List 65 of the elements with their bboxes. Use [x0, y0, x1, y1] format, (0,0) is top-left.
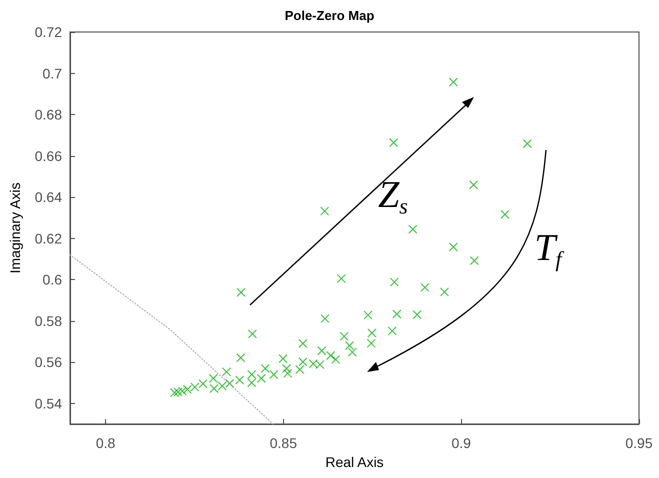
point: [269, 370, 278, 379]
y-tick-label: 0.66: [34, 148, 62, 164]
y-tick-label: 0.6: [42, 272, 62, 288]
point: [348, 348, 357, 357]
point: [326, 351, 336, 360]
point: [345, 341, 354, 350]
point: [316, 360, 325, 370]
y-tick-label: 0.62: [34, 230, 62, 246]
point: [448, 78, 458, 87]
x-axis-title: Real Axis: [325, 454, 384, 470]
point: [225, 378, 234, 388]
point: [308, 359, 318, 368]
x-tick-label: 0.8: [96, 435, 116, 451]
point: [412, 310, 422, 320]
point: [236, 353, 246, 362]
point: [500, 210, 510, 219]
y-tick-label: 0.56: [34, 354, 62, 370]
point: [408, 224, 418, 234]
point: [190, 382, 200, 392]
y-tick-label: 0.64: [34, 189, 62, 206]
point: [320, 314, 330, 324]
x-tick-label: 0.85: [270, 435, 298, 451]
y-tick-label: 0.54: [34, 395, 62, 412]
point: [317, 346, 326, 356]
point: [235, 376, 244, 385]
point: [218, 382, 227, 391]
point: [283, 368, 292, 378]
y-tick-label: 0.68: [34, 106, 62, 123]
point: [389, 138, 398, 148]
point: [448, 242, 458, 252]
point: [248, 329, 257, 338]
point: [336, 274, 346, 284]
point: [440, 287, 449, 296]
point: [320, 206, 330, 216]
point: [282, 364, 292, 373]
x-tick-label: 0.9: [451, 435, 472, 451]
y-tick-label: 0.58: [34, 312, 62, 329]
point: [182, 384, 192, 394]
y-tick-label: 0.72: [34, 24, 62, 40]
point: [278, 354, 288, 364]
point: [331, 354, 340, 364]
point: [469, 180, 478, 190]
point: [236, 288, 246, 297]
point: [178, 386, 187, 396]
point: [295, 365, 304, 374]
x-tick-label: 0.95: [625, 435, 653, 451]
point: [390, 278, 399, 287]
point: [298, 357, 308, 366]
point: [392, 310, 402, 319]
point: [470, 256, 479, 266]
point: [198, 379, 208, 388]
chart-title: Pole-Zero Map: [284, 8, 374, 23]
point: [364, 310, 373, 320]
point: [298, 339, 308, 348]
point: [174, 388, 183, 397]
point: [420, 282, 430, 292]
point: [222, 367, 231, 376]
point: [522, 139, 532, 148]
y-tick-label: 0.7: [42, 65, 62, 82]
point: [260, 364, 270, 373]
y-axis-title: Imaginary Axis: [7, 182, 23, 274]
point: [256, 374, 266, 383]
point: [388, 326, 397, 336]
point: [340, 332, 349, 341]
point: [170, 388, 180, 398]
